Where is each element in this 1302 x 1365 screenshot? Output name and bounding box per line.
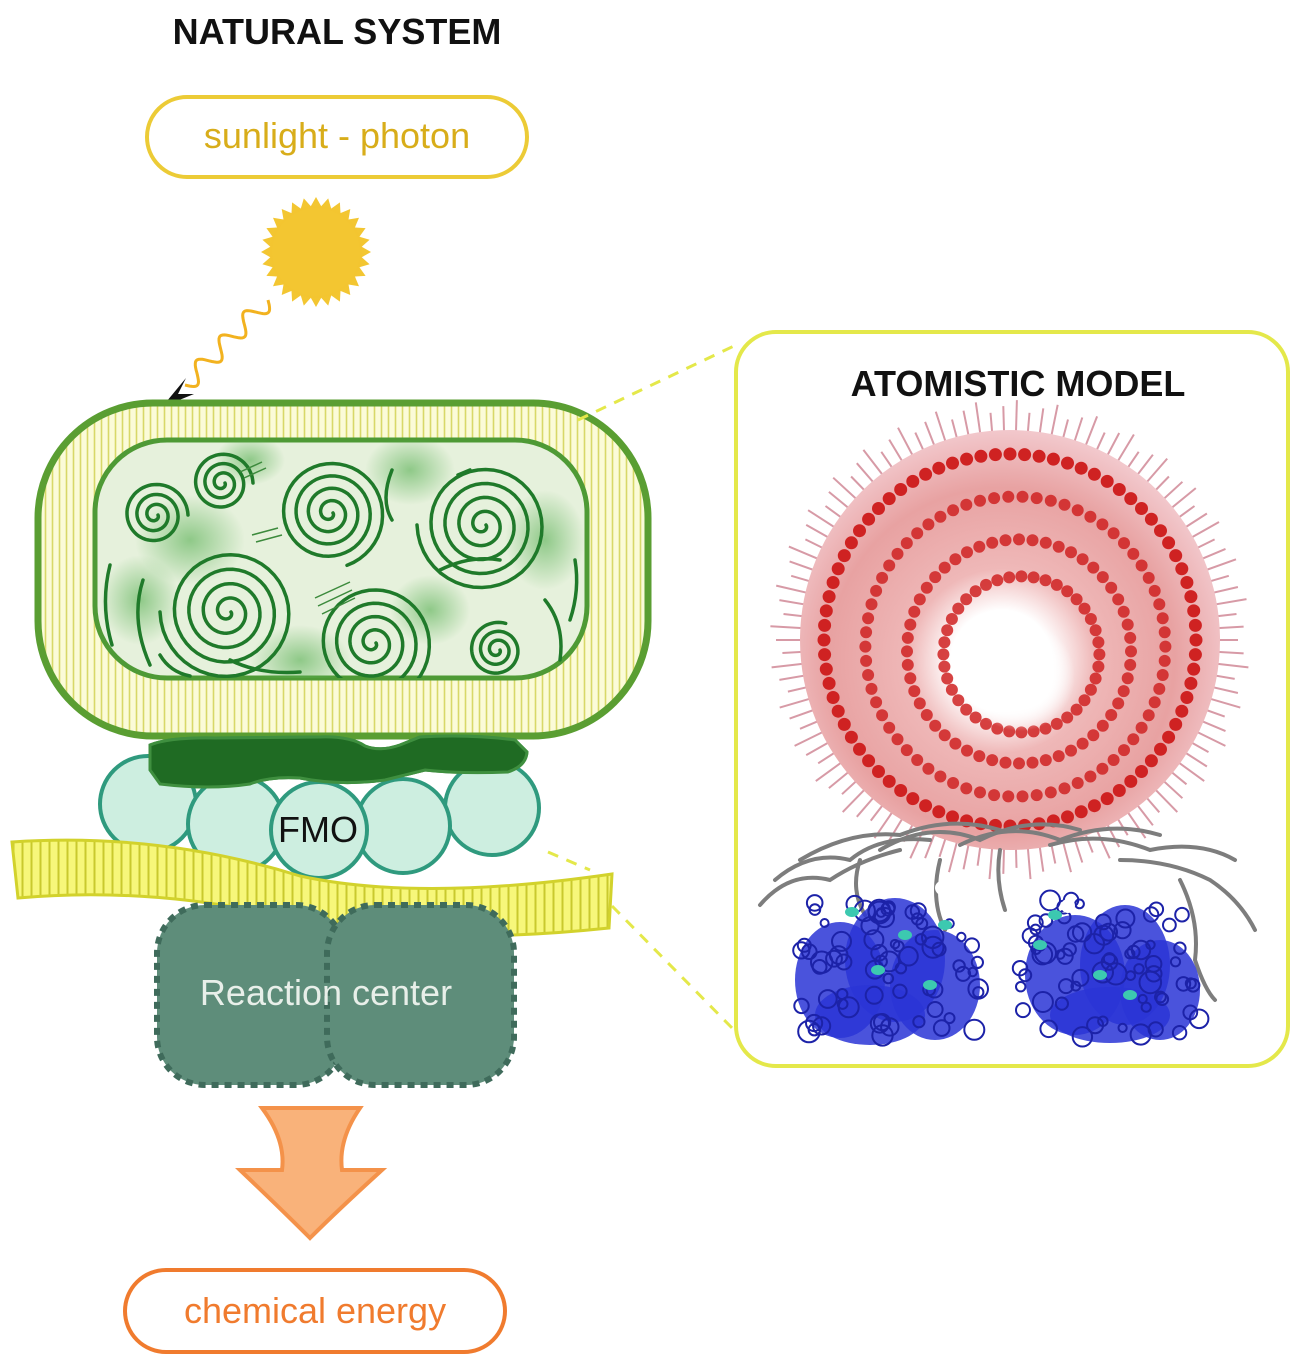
chemical-energy-label: chemical energy	[123, 1268, 507, 1354]
atomistic-model-title: ATOMISTIC MODEL	[851, 363, 1186, 404]
chlorosome	[34, 399, 652, 740]
sun-icon	[254, 190, 378, 314]
zoom-connector	[547, 343, 738, 1034]
reaction-center-label: Reaction center	[200, 972, 452, 1013]
chemical-energy-text: chemical energy	[184, 1290, 446, 1331]
natural-system-title: NATURAL SYSTEM	[173, 11, 502, 52]
photon-arrow	[162, 299, 272, 407]
reaction-center: Reaction center	[154, 902, 517, 1088]
energy-arrow	[235, 1106, 388, 1241]
fmo-complex: FMO	[98, 734, 541, 880]
atomistic-model-render	[758, 400, 1257, 1048]
sunlight-label: sunlight - photon	[145, 95, 529, 179]
sunlight-text: sunlight - photon	[204, 115, 470, 156]
fmo-label: FMO	[278, 809, 358, 850]
